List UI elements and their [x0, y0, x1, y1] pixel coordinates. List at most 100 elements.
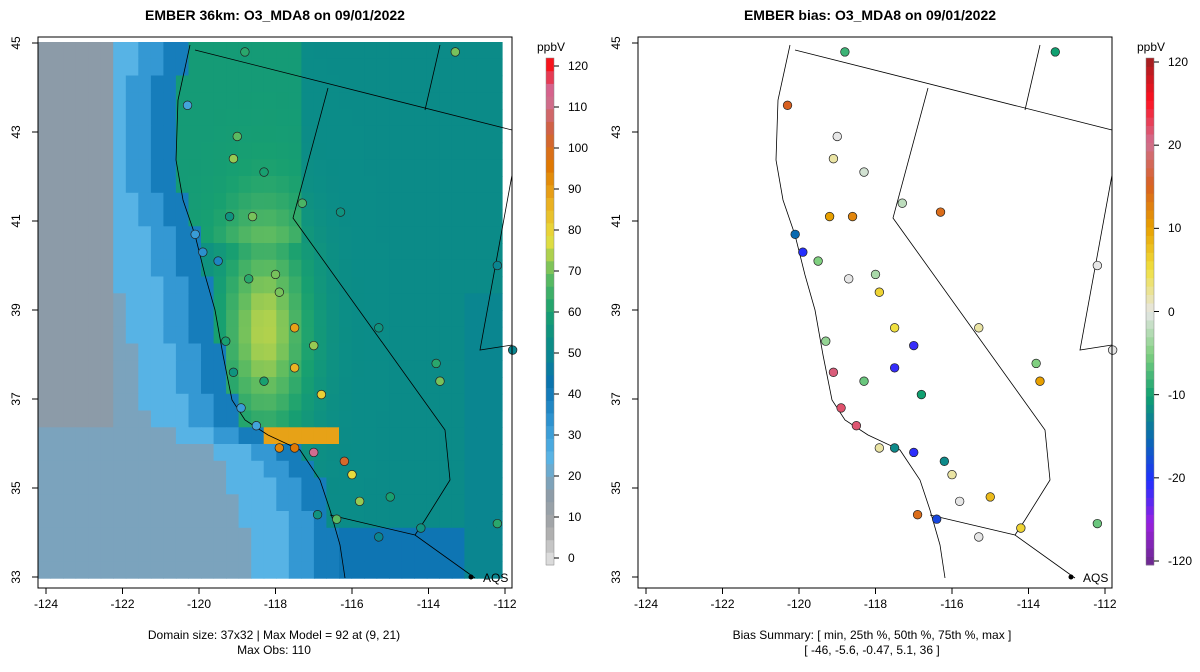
grid-cell — [50, 460, 64, 479]
grid-cell — [401, 511, 415, 529]
grid-cell — [489, 42, 503, 60]
grid-cell — [313, 494, 327, 512]
grid-cell — [75, 410, 89, 428]
grid-cell — [476, 293, 490, 311]
colorbar-segment — [1146, 117, 1154, 126]
grid-cell — [439, 276, 453, 294]
observation-point — [289, 323, 300, 333]
colorbar-segment — [546, 121, 554, 135]
grid-cell — [489, 377, 503, 395]
grid-cell — [100, 293, 114, 311]
grid-cell — [163, 360, 177, 378]
observation-point — [824, 211, 835, 222]
grid-cell — [138, 310, 152, 328]
grid-cell — [150, 343, 164, 361]
observation-point — [847, 211, 858, 222]
grid-cell — [226, 393, 240, 412]
grid-cell — [288, 511, 302, 529]
grid-cell — [401, 142, 415, 160]
colorbar-segment — [546, 222, 554, 236]
grid-cell — [376, 561, 390, 579]
grid-cell — [464, 477, 478, 495]
observation-point — [836, 403, 846, 413]
grid-cell — [376, 377, 390, 395]
grid-cell — [201, 326, 215, 345]
grid-cell — [451, 142, 465, 160]
grid-cell — [401, 75, 415, 93]
grid-cell — [50, 377, 64, 395]
grid-cell — [489, 360, 503, 378]
grid-cell — [301, 75, 315, 93]
grid-cell — [376, 176, 390, 194]
grid-cell — [138, 58, 152, 77]
colorbar-segment — [546, 514, 554, 528]
grid-cell — [301, 527, 315, 546]
grid-cell — [138, 444, 152, 462]
grid-cell — [401, 377, 415, 395]
grid-cell — [175, 410, 189, 428]
grid-cell — [276, 544, 290, 562]
grid-cell — [351, 544, 365, 562]
grid-cell — [301, 561, 315, 579]
grid-cell — [476, 243, 490, 261]
grid-cell — [138, 460, 152, 479]
grid-cell — [88, 377, 102, 395]
grid-cell — [426, 142, 440, 160]
grid-cell — [351, 561, 365, 579]
grid-cell — [201, 58, 215, 77]
grid-cell — [276, 527, 290, 546]
grid-cell — [138, 527, 152, 546]
grid-cell — [113, 226, 127, 244]
grid-cell — [63, 259, 77, 278]
grid-cell — [476, 444, 490, 462]
grid-cell — [63, 360, 77, 378]
colorbar-segment — [1146, 311, 1154, 321]
grid-cell — [50, 310, 64, 328]
grid-cell — [113, 159, 127, 177]
observation-point — [224, 211, 235, 222]
grid-cell — [288, 176, 302, 194]
observation-point — [374, 323, 384, 333]
grid-cell — [38, 92, 52, 110]
grid-cell — [125, 326, 139, 345]
observation-point — [339, 456, 350, 466]
grid-cell — [326, 243, 340, 261]
grid-cell — [75, 42, 89, 60]
grid-cell — [476, 460, 490, 479]
y-tick-label: 43 — [9, 125, 23, 139]
state-border — [794, 49, 1113, 131]
grid-cell — [100, 310, 114, 328]
grid-cell — [439, 310, 453, 328]
grid-cell — [100, 209, 114, 227]
grid-cell — [201, 377, 215, 395]
grid-cell — [376, 243, 390, 261]
grid-cell — [276, 209, 290, 227]
grid-cell — [175, 259, 189, 278]
grid-cell — [414, 125, 428, 144]
grid-cell — [63, 460, 77, 479]
grid-cell — [163, 276, 177, 294]
grid-cell — [75, 226, 89, 244]
grid-cell — [113, 561, 127, 579]
grid-cell — [163, 511, 177, 529]
grid-cell — [301, 360, 315, 378]
grid-cell — [389, 326, 403, 345]
grid-cell — [326, 393, 340, 412]
grid-cell — [276, 226, 290, 244]
grid-cell — [201, 444, 215, 462]
grid-cell — [439, 511, 453, 529]
grid-cell — [50, 427, 64, 445]
grid-cell — [464, 360, 478, 378]
grid-cell — [464, 226, 478, 244]
grid-cell — [313, 75, 327, 93]
grid-cell — [50, 360, 64, 378]
grid-cell — [75, 511, 89, 529]
grid-cell — [401, 410, 415, 428]
grid-cell — [150, 377, 164, 395]
grid-cell — [226, 92, 240, 110]
grid-cell — [150, 92, 164, 110]
grid-cell — [125, 393, 139, 412]
colorbar-segment — [546, 108, 554, 122]
colorbar-segment — [1146, 353, 1154, 363]
colorbar-segment — [1146, 497, 1154, 507]
